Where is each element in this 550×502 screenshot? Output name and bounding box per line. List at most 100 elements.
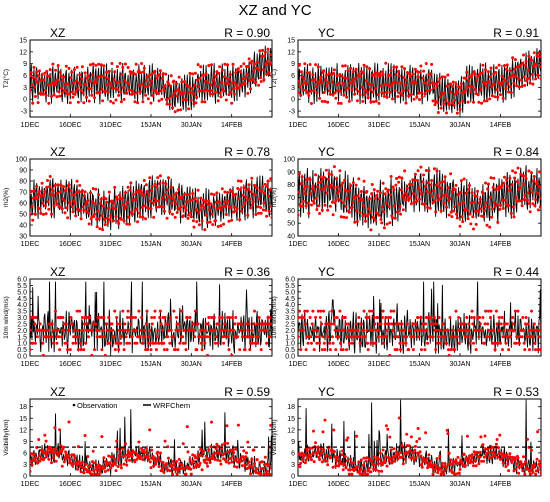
- observation-point: [199, 65, 203, 69]
- observation-point: [223, 441, 227, 445]
- observation-point: [232, 205, 236, 209]
- observation-point: [87, 211, 90, 215]
- observation-point: [413, 172, 417, 176]
- observation-point: [51, 189, 55, 193]
- observation-point: [495, 438, 499, 441]
- observation-point: [460, 215, 464, 219]
- observation-point: [130, 92, 133, 96]
- observation-point: [403, 457, 407, 461]
- observation-point: [538, 170, 541, 174]
- observation-point: [375, 194, 379, 197]
- observation-point: [472, 464, 475, 468]
- observation-point: [314, 316, 318, 319]
- observation-point: [311, 309, 315, 313]
- observation-point: [212, 193, 216, 197]
- observation-point: [536, 208, 540, 212]
- correlation-label: R = 0.53: [493, 385, 539, 399]
- observation-point: [46, 200, 50, 204]
- y-tick-label: 3.0: [17, 315, 27, 322]
- observation-point: [55, 202, 59, 206]
- observation-point: [324, 73, 328, 77]
- observation-point: [234, 457, 238, 461]
- observation-point: [430, 463, 434, 467]
- observation-point: [245, 451, 248, 455]
- observation-point: [187, 213, 191, 217]
- observation-point: [232, 451, 236, 455]
- observation-point: [526, 335, 529, 339]
- observation-point: [507, 76, 511, 80]
- observation-point: [134, 328, 138, 332]
- observation-point: [396, 95, 400, 98]
- observation-point: [50, 212, 53, 216]
- observation-point: [437, 184, 441, 188]
- observation-point: [335, 185, 339, 189]
- observation-point: [58, 70, 62, 74]
- observation-point: [250, 176, 254, 180]
- observation-point: [442, 102, 446, 106]
- observation-point: [384, 316, 388, 319]
- observation-point: [521, 316, 525, 319]
- panel-label: XZ: [50, 26, 65, 40]
- observation-point: [170, 201, 174, 205]
- observation-point: [71, 341, 75, 345]
- observation-point: [239, 179, 243, 183]
- observation-point: [360, 198, 364, 202]
- observation-point: [448, 462, 452, 466]
- observation-point: [141, 458, 145, 462]
- observation-point: [353, 335, 357, 339]
- observation-point: [439, 472, 443, 476]
- observation-point: [481, 443, 485, 447]
- observation-point: [397, 175, 401, 179]
- observation-point: [67, 420, 71, 424]
- observation-point: [470, 309, 474, 313]
- observation-point: [435, 84, 439, 88]
- observation-point: [238, 188, 242, 192]
- observation-point: [191, 72, 195, 76]
- observation-point: [210, 89, 214, 93]
- observation-point: [314, 173, 318, 177]
- observation-point: [446, 432, 450, 436]
- observation-point: [41, 353, 45, 356]
- observation-point: [158, 459, 162, 463]
- y-tick-label: 1.5: [17, 334, 27, 341]
- observation-point: [377, 469, 381, 473]
- observation-point: [220, 208, 224, 212]
- observation-point: [304, 204, 308, 208]
- observation-point: [125, 341, 129, 345]
- observation-point: [74, 341, 78, 345]
- observation-point: [470, 72, 474, 76]
- observation-point: [408, 328, 412, 332]
- observation-point: [119, 466, 123, 470]
- observation-point: [89, 191, 92, 195]
- observation-point: [223, 62, 227, 66]
- observation-point: [243, 201, 247, 205]
- observation-point: [30, 316, 33, 319]
- observation-point: [351, 461, 355, 464]
- observation-point: [94, 64, 98, 67]
- x-tick-label: 1DEC: [21, 122, 40, 129]
- observation-point: [93, 212, 96, 216]
- observation-point: [158, 69, 162, 73]
- observation-point: [515, 180, 519, 184]
- observation-point: [397, 74, 401, 78]
- observation-point: [100, 87, 104, 91]
- x-tick-label: 15JAN: [140, 241, 161, 248]
- observation-point: [158, 174, 162, 178]
- observation-point: [155, 76, 159, 80]
- observation-point: [470, 456, 474, 459]
- observation-point: [521, 174, 525, 178]
- observation-point: [257, 83, 261, 87]
- observation-point: [332, 165, 336, 169]
- observation-point: [423, 202, 427, 206]
- observation-point: [115, 439, 119, 443]
- observation-point: [54, 459, 58, 463]
- observation-point: [113, 185, 117, 189]
- observation-point: [298, 79, 301, 83]
- observation-point: [542, 469, 545, 472]
- observation-point: [160, 328, 164, 332]
- observation-point: [376, 316, 380, 319]
- observation-point: [339, 199, 342, 202]
- y-tick-label: 50: [19, 212, 27, 219]
- observation-point: [76, 467, 80, 471]
